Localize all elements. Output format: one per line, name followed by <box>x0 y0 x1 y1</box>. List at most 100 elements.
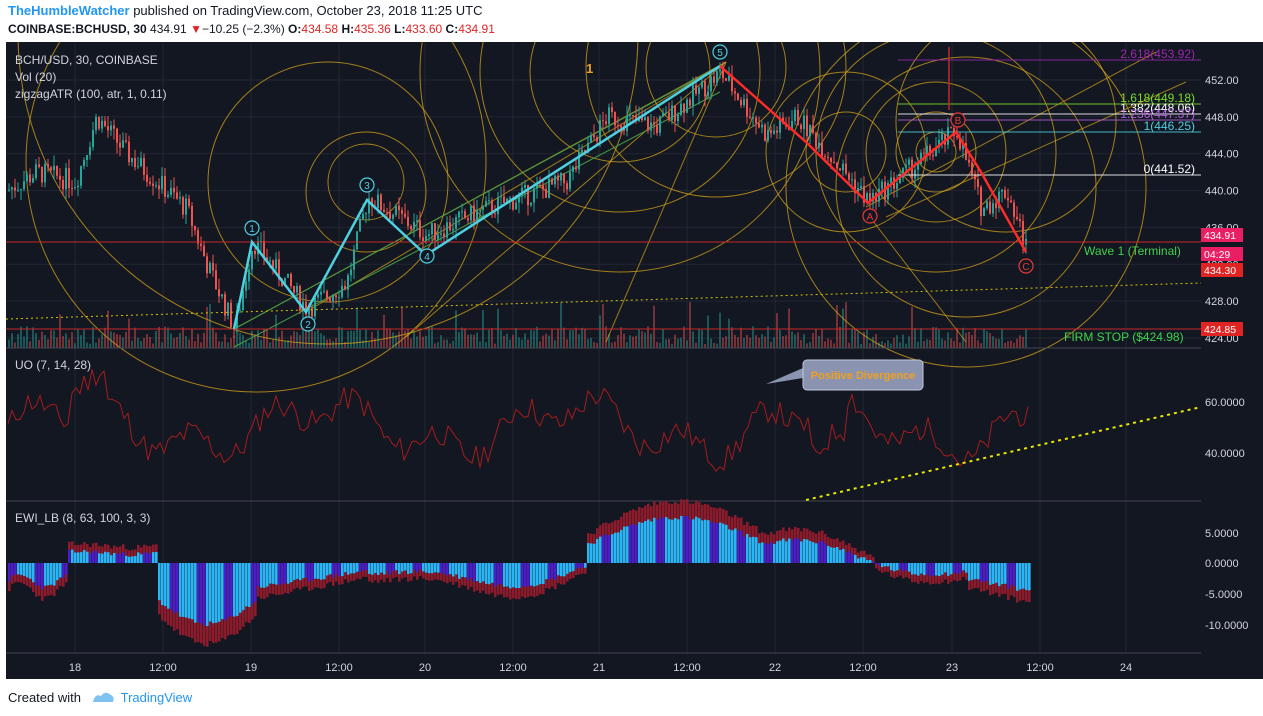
candle-body <box>455 217 457 229</box>
candle-body <box>581 149 583 153</box>
candle-body <box>848 173 850 180</box>
candle-body <box>425 235 427 242</box>
candle-body <box>200 243 202 246</box>
volume-bar <box>725 336 727 348</box>
ewi-bar <box>641 522 644 563</box>
created-with-label: Created with <box>8 690 81 705</box>
ewi-bar <box>179 563 182 617</box>
ewi-bar <box>242 563 245 611</box>
candle-body <box>1016 216 1018 220</box>
volume-bar <box>917 341 919 348</box>
chart-svg[interactable]: 2.618(453.92)1.618(449.18)1.382(448.06)1… <box>5 0 1202 679</box>
chart-container[interactable]: 2.618(453.92) 1.618(449.18) 1.382(448.06) 1… <box>5 0 1202 679</box>
ewi-bar <box>989 563 992 585</box>
volume-bar <box>881 341 883 348</box>
volume-bar <box>581 327 583 348</box>
volume-bar <box>716 343 718 348</box>
ewi-bar <box>389 563 392 575</box>
open-label: O: <box>288 22 302 36</box>
candle-body <box>692 85 694 106</box>
candle-body <box>383 209 385 213</box>
volume-bar <box>452 340 454 348</box>
time-tick-label: 12:00 <box>499 662 527 674</box>
volume-bar <box>434 343 436 348</box>
ewi-bar <box>584 563 587 568</box>
ewi-bar <box>932 563 935 576</box>
ewi-bar <box>308 563 311 582</box>
ewi-bar <box>452 563 455 577</box>
volume-bar <box>251 330 253 348</box>
price-axis[interactable]: 452.00448.00444.00440.00436.00432.00428.… <box>1201 42 1263 679</box>
ewi-bar <box>47 563 50 586</box>
ewi-bar <box>893 563 896 572</box>
ewi-bar <box>752 536 755 563</box>
author-link[interactable]: TheHumbleWatcher <box>8 3 130 18</box>
ewi-bar <box>434 563 437 573</box>
volume-bar <box>464 328 466 348</box>
candle-body <box>119 142 121 148</box>
ewi-pane[interactable]: EWI_LB (8, 63, 100, 3, 3) <box>8 499 1031 647</box>
candle-body <box>344 285 346 290</box>
candle-body <box>86 154 88 160</box>
main-pane[interactable]: 2.618(453.92)1.618(449.18)1.382(448.06)1… <box>5 0 1202 393</box>
volume-bar <box>860 343 862 348</box>
ewi-bar <box>101 553 104 563</box>
volume-bar <box>281 330 283 348</box>
volume-bar <box>911 306 913 348</box>
ewi-outer-bar <box>872 556 875 563</box>
volume-bar <box>749 337 751 348</box>
volume-bar <box>23 336 25 348</box>
high-value: 435.36 <box>354 22 391 36</box>
volume-bar <box>998 338 1000 348</box>
ewi-bar <box>773 543 776 563</box>
ewi-bar <box>620 529 623 563</box>
volume-bar <box>710 338 712 348</box>
volume-bar <box>365 329 367 348</box>
volume-bar <box>14 342 16 348</box>
volume-bar <box>968 331 970 348</box>
ewi-outer-bar <box>584 563 587 574</box>
uo-pane[interactable]: Positive Divergence UO (7, 14, 28) <box>7 358 1202 501</box>
candle-body <box>167 194 169 197</box>
volume-bar <box>122 337 124 348</box>
ewi-bar <box>818 541 821 563</box>
ewi-bar <box>89 554 92 563</box>
volume-bar <box>503 335 505 348</box>
volume-bar <box>944 340 946 348</box>
tradingview-link[interactable]: TradingView <box>120 690 193 705</box>
candle-body <box>950 127 952 129</box>
ewi-bar <box>626 526 629 563</box>
volume-bar <box>110 331 112 348</box>
ewi-bar <box>188 563 191 619</box>
ewi-bar <box>134 556 137 563</box>
ewi-bar <box>323 563 326 580</box>
ewi-bar <box>644 521 647 563</box>
fib-circle <box>785 6 1147 368</box>
candle-body <box>317 294 319 298</box>
volume-bar <box>674 334 676 348</box>
candle-body <box>971 162 973 175</box>
candle-body <box>737 93 739 101</box>
ewi-bar <box>578 563 581 569</box>
wave-marker-circle <box>712 44 728 60</box>
volume-bar <box>347 331 349 348</box>
candle-body <box>59 175 61 180</box>
candle-body <box>1004 189 1006 198</box>
ewi-bar <box>299 563 302 581</box>
candle-body <box>89 147 91 155</box>
ewi-bar <box>23 563 26 577</box>
ewi-bar <box>710 522 713 563</box>
volume-bar <box>629 335 631 348</box>
ewi-bar <box>899 563 902 570</box>
candle-body <box>533 188 535 203</box>
ewi-bar <box>278 563 281 585</box>
volume-bar <box>518 337 520 348</box>
volume-bar <box>956 327 958 348</box>
ticker-change: −10.25 (−2.3%) <box>201 22 285 36</box>
candle-body <box>410 226 412 230</box>
volume-bar <box>197 333 199 348</box>
volume-bar <box>683 326 685 348</box>
volume-bar <box>830 339 832 348</box>
volume-bar <box>1019 335 1021 348</box>
candle-body <box>161 176 163 190</box>
